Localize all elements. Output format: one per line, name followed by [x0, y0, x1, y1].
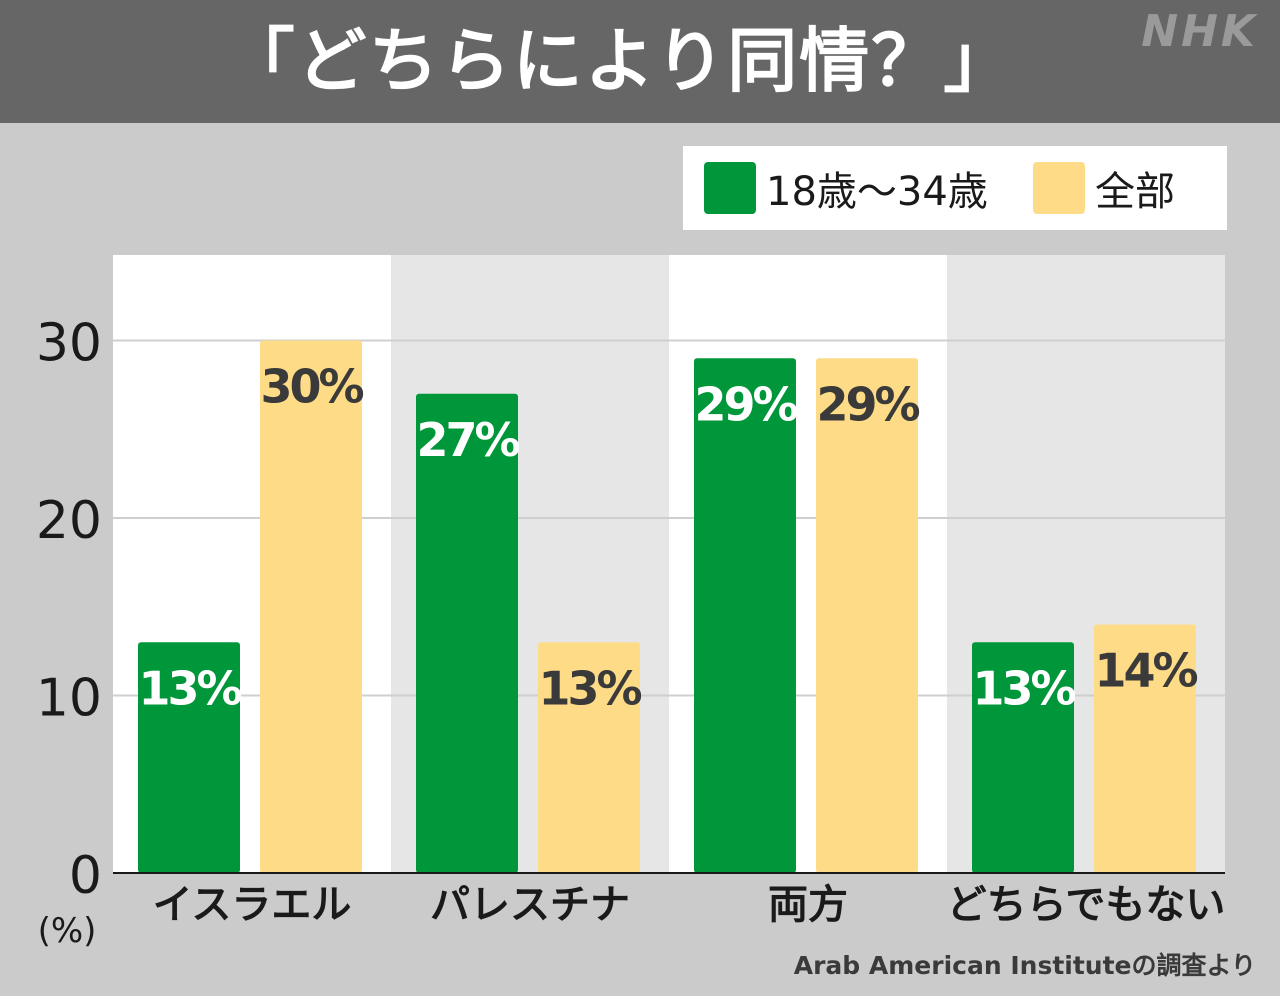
bar-data-label: 27%: [416, 413, 519, 467]
bar: [694, 358, 796, 873]
title-banner: 「どちらにより同情？」 NHK: [0, 0, 1280, 123]
y-tick-label: 30: [36, 314, 102, 374]
y-tick-label: 10: [36, 669, 102, 729]
y-tick-label: 20: [36, 491, 102, 551]
bar: [416, 393, 518, 873]
bar-data-label: 30%: [260, 360, 363, 414]
bar-data-label: 13%: [138, 661, 241, 715]
bar: [1094, 624, 1196, 873]
nhk-logo: NHK: [1141, 6, 1258, 57]
y-axis-unit: (%): [38, 911, 97, 951]
x-category-label: パレスチナ: [430, 882, 630, 928]
bar-data-label: 29%: [694, 377, 797, 431]
bar: [972, 642, 1074, 873]
bar: [260, 340, 362, 873]
x-category-label: 両方: [768, 882, 848, 928]
x-category-label: イスラエル: [153, 882, 352, 928]
legend-item-young: 18歳〜34歳: [704, 162, 988, 215]
bar-data-label: 14%: [1094, 644, 1197, 698]
legend: 18歳〜34歳 全部: [683, 146, 1227, 230]
bar-data-label: 13%: [972, 661, 1075, 715]
legend-item-all: 全部: [1033, 162, 1175, 215]
bar: [816, 358, 918, 873]
bar-data-label: 13%: [538, 661, 641, 715]
source-note: Arab American Instituteの調査より: [793, 951, 1256, 980]
bar: [538, 642, 640, 873]
legend-swatch-all: [1033, 162, 1085, 214]
chart-title: 「どちらにより同情？」: [224, 20, 1016, 102]
y-tick-label: 0: [69, 846, 102, 906]
bar-data-label: 29%: [816, 377, 919, 431]
legend-swatch-young: [704, 162, 756, 214]
legend-label-all: 全部: [1095, 169, 1175, 215]
legend-label-young: 18歳〜34歳: [766, 169, 988, 215]
x-category-label: どちらでもない: [947, 882, 1226, 928]
bar: [138, 642, 240, 873]
